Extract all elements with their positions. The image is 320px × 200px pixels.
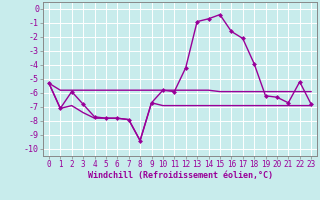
X-axis label: Windchill (Refroidissement éolien,°C): Windchill (Refroidissement éolien,°C) [87,171,273,180]
